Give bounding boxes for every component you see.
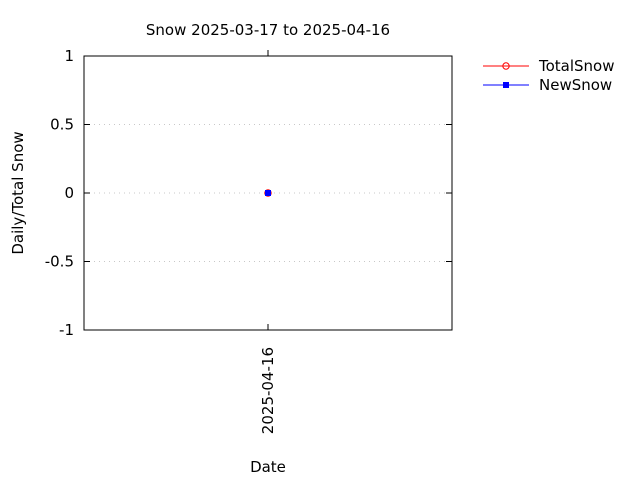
chart-title: Snow 2025-03-17 to 2025-04-16: [146, 21, 390, 39]
y-axis-label: Daily/Total Snow: [9, 131, 27, 254]
legend-label-totalsnow: TotalSnow: [538, 57, 615, 75]
y-tick-label: 0: [64, 184, 74, 202]
x-tick-label: 2025-04-16: [259, 347, 277, 434]
point-newsnow: [265, 190, 271, 196]
y-tick-label: -1: [59, 321, 74, 339]
y-tick-label: -0.5: [45, 253, 74, 271]
x-axis-label: Date: [250, 458, 286, 476]
y-tick-label: 1: [64, 47, 74, 65]
legend-marker-totalsnow: [502, 62, 510, 70]
legend-label-newsnow: NewSnow: [539, 76, 612, 94]
y-axis-ticks: 1 0.5 0 -0.5 -1: [45, 47, 452, 339]
point-totalsnow: [264, 189, 272, 197]
x-axis-ticks: 2025-04-16: [259, 50, 277, 434]
series-points: [264, 189, 272, 197]
legend-marker-newsnow: [503, 82, 509, 88]
y-tick-label: 0.5: [50, 116, 74, 134]
